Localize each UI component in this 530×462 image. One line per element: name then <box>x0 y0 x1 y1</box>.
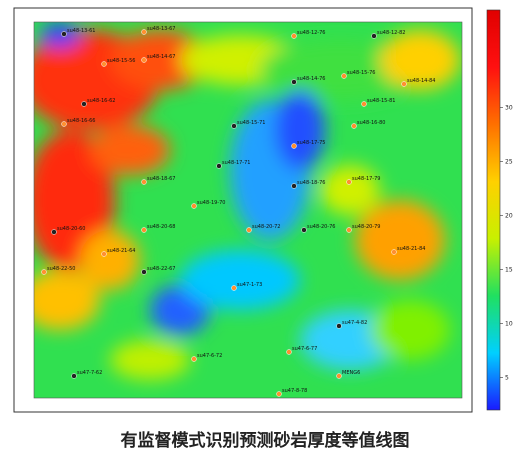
well <box>141 227 147 233</box>
well <box>291 79 297 85</box>
well-label: su48-22-50 <box>47 266 75 272</box>
well-label: su48-16-66 <box>67 118 95 124</box>
well <box>81 101 87 107</box>
well-label: su48-12-76 <box>297 30 325 36</box>
well <box>41 269 47 275</box>
well-label: su48-15-71 <box>237 120 265 126</box>
well <box>291 183 297 189</box>
well-label: su48-19-70 <box>197 200 225 206</box>
colorbar <box>486 9 501 411</box>
well <box>141 29 147 35</box>
well <box>231 285 237 291</box>
well-label: su48-14-84 <box>407 78 435 84</box>
well-label: su47-6-77 <box>292 346 317 352</box>
well <box>346 179 352 185</box>
well <box>191 356 197 362</box>
well <box>61 31 67 37</box>
well-label: su48-20-79 <box>352 224 380 230</box>
colorbar-tick-label: 5 <box>505 375 509 382</box>
well <box>336 373 342 379</box>
colorbar-tick-label: 30 <box>505 104 513 111</box>
well <box>371 33 377 39</box>
well-label: su48-13-61 <box>67 28 95 34</box>
colorbar-tick-label: 25 <box>505 158 513 165</box>
well <box>336 323 342 329</box>
well-label: su47-7-62 <box>77 370 102 376</box>
well <box>101 251 107 257</box>
well <box>141 269 147 275</box>
well <box>291 33 297 39</box>
well <box>276 391 282 397</box>
well-label: su47-1-73 <box>237 282 262 288</box>
colorbar-tick-label: 15 <box>505 266 513 273</box>
well <box>351 123 357 129</box>
well-label: su48-20-76 <box>307 224 335 230</box>
well-label: su47-4-82 <box>342 320 367 326</box>
well-label: su47-6-72 <box>197 353 222 359</box>
well-label: su48-22-67 <box>147 266 175 272</box>
well-label: MENG6 <box>342 370 360 376</box>
well-label: su48-20-60 <box>57 226 85 232</box>
well <box>286 349 292 355</box>
well <box>191 203 197 209</box>
well-label: su48-21-64 <box>107 248 135 254</box>
well-label: su48-17-71 <box>222 160 250 166</box>
well-label: su48-13-67 <box>147 26 175 32</box>
well-label: su48-15-81 <box>367 98 395 104</box>
well-label: su48-18-67 <box>147 176 175 182</box>
well-label: su48-18-76 <box>297 180 325 186</box>
well <box>141 179 147 185</box>
well-label: su48-20-68 <box>147 224 175 230</box>
well-label: su48-12-82 <box>377 30 405 36</box>
well-label: su47-8-78 <box>282 388 307 394</box>
colorbar-tick-label: 10 <box>505 321 513 328</box>
colorbar-tick-label: 20 <box>505 212 513 219</box>
well-label: su48-15-56 <box>107 58 135 64</box>
well-label: su48-17-79 <box>352 176 380 182</box>
well <box>51 229 57 235</box>
caption: 有监督模式识别预测砂岩厚度等值线图 <box>120 431 410 451</box>
well-label: su48-16-62 <box>87 98 115 104</box>
well <box>391 249 397 255</box>
well-label: su48-16-80 <box>357 120 385 126</box>
well <box>291 143 297 149</box>
well-label: su48-17-75 <box>297 140 325 146</box>
well <box>401 81 407 87</box>
thickness-map: 5 10 15 20 25 30 su48-13-61 su48-13-67 su48-12-7… <box>13 7 513 413</box>
well <box>216 163 222 169</box>
well <box>361 101 367 107</box>
well <box>61 121 67 127</box>
well <box>141 57 147 63</box>
well-label: su48-21-84 <box>397 246 425 252</box>
well <box>246 227 252 233</box>
well <box>231 123 237 129</box>
well <box>71 373 77 379</box>
well <box>101 61 107 67</box>
well-label: su48-20-72 <box>252 224 280 230</box>
well <box>346 227 352 233</box>
well <box>341 73 347 79</box>
contour-field <box>34 22 462 398</box>
well-label: su48-15-76 <box>347 70 375 76</box>
well <box>301 227 307 233</box>
well-label: su48-14-67 <box>147 54 175 60</box>
well-label: su48-14-76 <box>297 76 325 82</box>
